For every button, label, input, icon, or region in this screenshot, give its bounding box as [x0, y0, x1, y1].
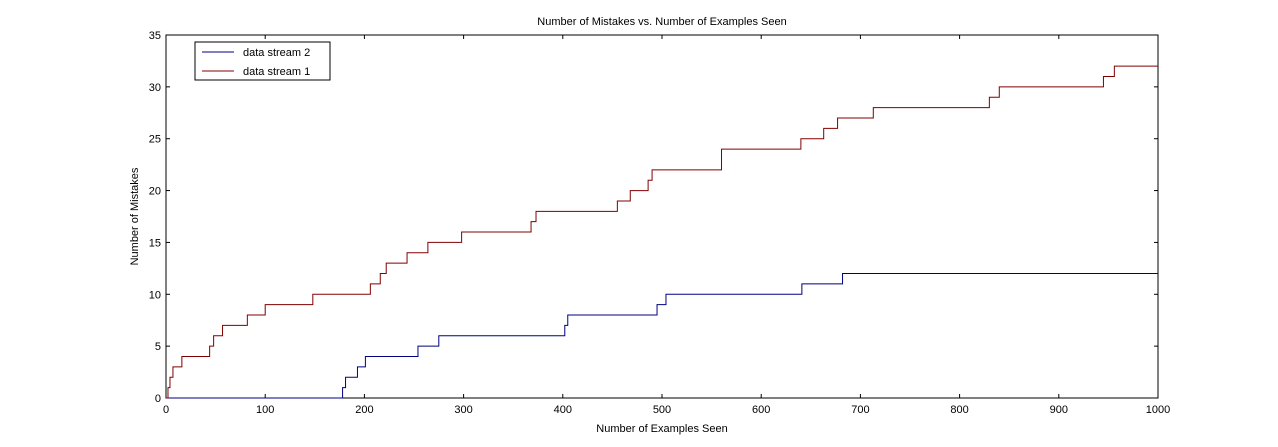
- y-tick-label: 5: [155, 341, 161, 353]
- x-tick-label: 600: [752, 404, 770, 416]
- x-tick-label: 900: [1050, 404, 1068, 416]
- legend-label: data stream 1: [243, 66, 310, 78]
- y-tick-label: 25: [149, 134, 161, 146]
- y-tick-label: 20: [149, 186, 161, 198]
- y-axis-title: Number of Mistakes: [129, 167, 141, 265]
- x-tick-label: 800: [950, 404, 968, 416]
- plot-area: [165, 34, 1159, 399]
- y-tick-label: 15: [149, 237, 161, 249]
- x-tick-label: 300: [454, 404, 472, 416]
- series-line-1: [166, 273, 1158, 399]
- x-tick-label: 1000: [1146, 404, 1170, 416]
- series-lines: [166, 65, 1158, 399]
- chart-title: Number of Mistakes vs. Number of Example…: [537, 16, 786, 28]
- y-tick-label: 35: [149, 30, 161, 42]
- legend: data stream 2 data stream 1: [194, 41, 331, 81]
- legend-label: data stream 2: [243, 47, 310, 59]
- y-tick-label: 0: [155, 393, 161, 405]
- axis-ticks: 0 100 200 300 400 500 600 700 800 900 1000 0 5 10 15 20…: [149, 30, 1170, 416]
- x-tick-label: 0: [163, 404, 169, 416]
- y-tick-label: 10: [149, 289, 161, 301]
- series-line-2: [166, 65, 1158, 399]
- x-tick-label: 200: [355, 404, 373, 416]
- legend-box: [194, 41, 331, 81]
- x-tick-label: 700: [851, 404, 869, 416]
- x-tick-label: 400: [554, 404, 572, 416]
- x-tick-label: 100: [256, 404, 274, 416]
- x-axis-title: Number of Examples Seen: [596, 423, 727, 435]
- x-tick-label: 500: [653, 404, 671, 416]
- y-tick-label: 30: [149, 82, 161, 94]
